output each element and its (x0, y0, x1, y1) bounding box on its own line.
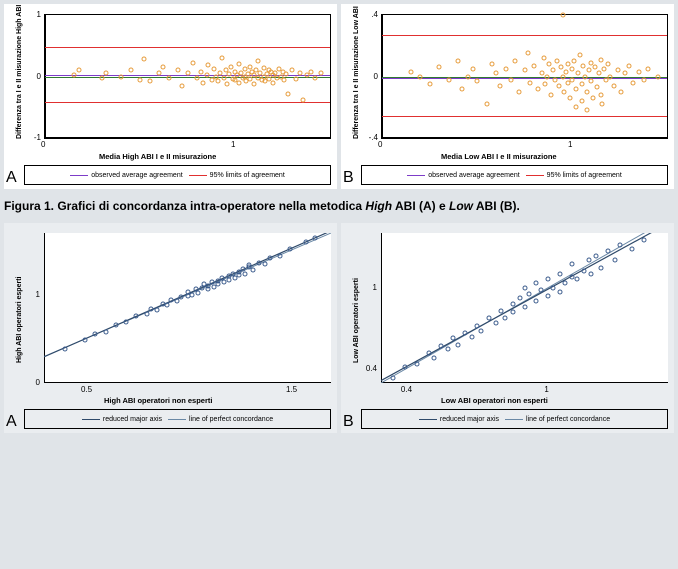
plot-2B: 0.410.41 (381, 233, 668, 383)
ylabel-2B: Low ABI operatori esperti (353, 278, 360, 363)
legend-2B: reduced major axis line of perfect conco… (361, 409, 668, 429)
plot-1A: 01-101 (44, 14, 331, 139)
figure-2-row: 0.51.501 High ABI operatori esperti High… (4, 223, 674, 433)
swatch-obs (70, 175, 88, 176)
legend-lim-text-B: 95% limits of agreement (547, 172, 622, 179)
swatch-lim (189, 175, 207, 176)
cap1-mid: ABI (A) e (392, 199, 449, 213)
legend-rma: reduced major axis (82, 416, 162, 423)
legend-rma-text-B: reduced major axis (440, 416, 499, 423)
panel-letter-B2: B (343, 413, 354, 431)
xlabel-2B: Low ABI operatori non esperti (441, 396, 548, 405)
legend-rma-B: reduced major axis (419, 416, 499, 423)
cap1-prefix: Figura 1. Grafici di concordanza intra-o… (4, 199, 365, 213)
legend-obs-text-B: observed average agreement (428, 172, 519, 179)
plot-1B: 01-.40.4 (381, 14, 668, 139)
legend-perf: line of perfect concordance (168, 416, 273, 423)
legend-obs-B: observed average agreement (407, 172, 519, 179)
swatch-rma-B (419, 419, 437, 420)
legend-1B: observed average agreement 95% limits of… (361, 165, 668, 185)
legend-1A: observed average agreement 95% limits of… (24, 165, 331, 185)
xlabel-2A: High ABI operatori non esperti (104, 396, 212, 405)
figure-1-row: 01-101 Differenza tra I e II misurazione… (4, 4, 674, 189)
panel-2A: 0.51.501 High ABI operatori esperti High… (4, 223, 337, 433)
figure-1-caption: Figura 1. Grafici di concordanza intra-o… (4, 195, 674, 223)
xlabel-1B: Media Low ABI I e II misurazione (441, 152, 557, 161)
panel-letter-A1: A (6, 169, 17, 187)
swatch-lim-B (526, 175, 544, 176)
panel-1B: 01-.40.4 Differenza tra I e II misurazio… (341, 4, 674, 189)
panel-1A: 01-101 Differenza tra I e II misurazione… (4, 4, 337, 189)
swatch-perf (168, 419, 186, 420)
swatch-rma (82, 419, 100, 420)
cap1-low: Low (449, 199, 473, 213)
ylabel-2A: High ABI operatori esperti (16, 277, 23, 363)
legend-lim-B: 95% limits of agreement (526, 172, 622, 179)
legend-perf-text-B: line of perfect concordance (526, 416, 610, 423)
plot-2A: 0.51.501 (44, 233, 331, 383)
legend-obs-text: observed average agreement (91, 172, 182, 179)
legend-lim: 95% limits of agreement (189, 172, 285, 179)
cap1-end: ABI (B). (473, 199, 520, 213)
ylabel-1B: Differenza tra I e II misurazione Low AB… (353, 6, 360, 139)
legend-perf-B: line of perfect concordance (505, 416, 610, 423)
ylabel-1A: Differenza tra I e II misurazione High A… (16, 5, 23, 139)
panel-letter-B1: B (343, 169, 354, 187)
swatch-perf-B (505, 419, 523, 420)
legend-perf-text: line of perfect concordance (189, 416, 273, 423)
legend-rma-text: reduced major axis (103, 416, 162, 423)
legend-obs: observed average agreement (70, 172, 182, 179)
xlabel-1A: Media High ABI I e II misurazione (99, 152, 216, 161)
legend-lim-text: 95% limits of agreement (210, 172, 285, 179)
panel-letter-A2: A (6, 413, 17, 431)
legend-2A: reduced major axis line of perfect conco… (24, 409, 331, 429)
swatch-obs-B (407, 175, 425, 176)
cap1-high: High (365, 199, 392, 213)
panel-2B: 0.410.41 Low ABI operatori esperti Low A… (341, 223, 674, 433)
